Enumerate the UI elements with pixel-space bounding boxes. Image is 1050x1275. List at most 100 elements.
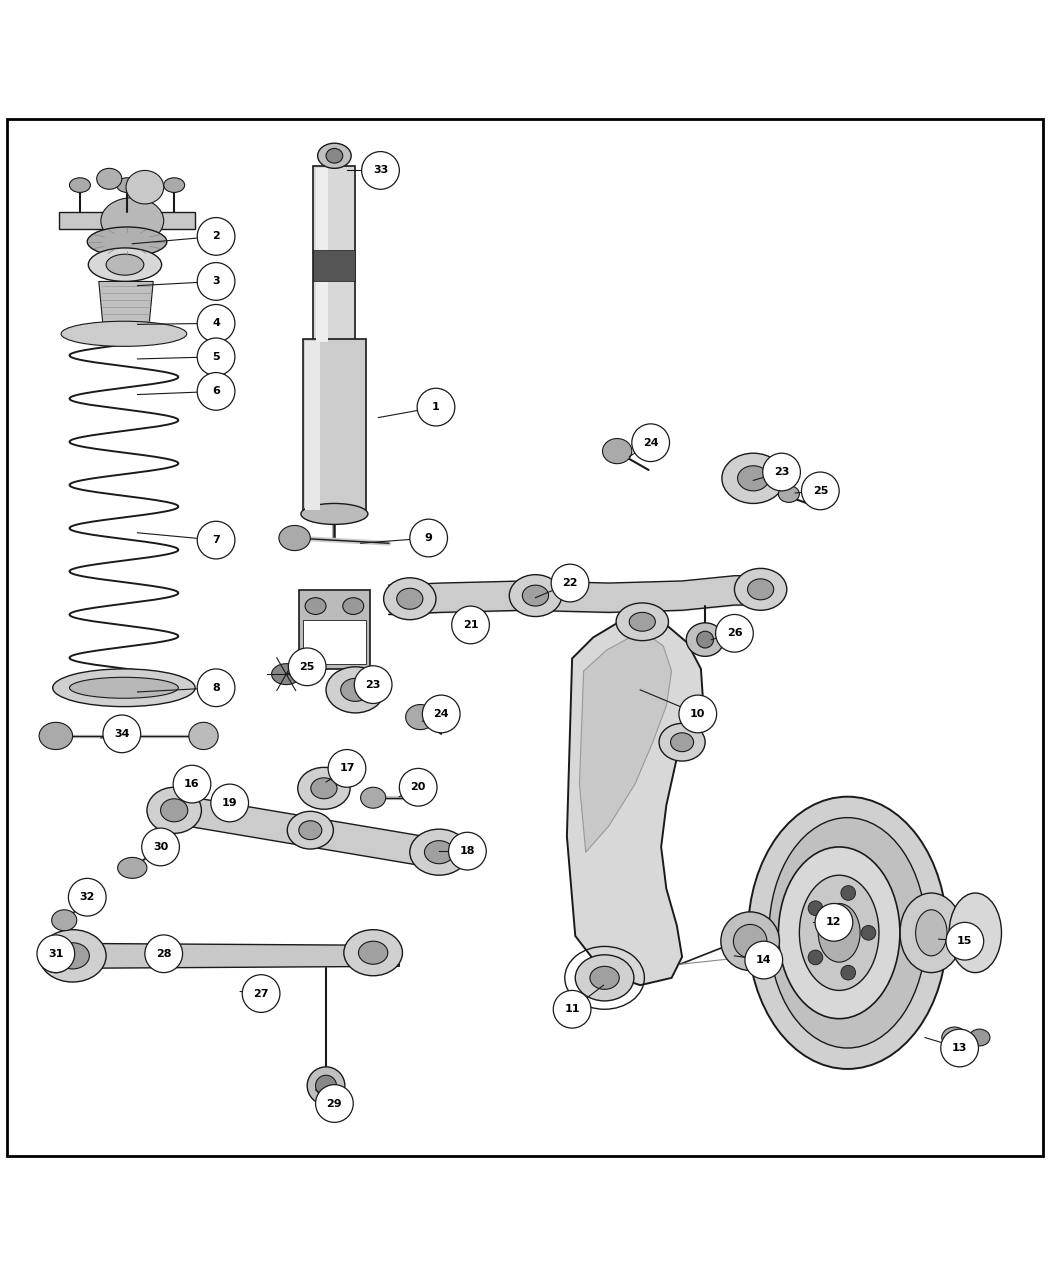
Ellipse shape: [327, 148, 342, 163]
Circle shape: [762, 453, 800, 491]
Ellipse shape: [39, 929, 106, 982]
Text: 5: 5: [212, 352, 219, 362]
Circle shape: [448, 833, 486, 870]
Text: 25: 25: [299, 662, 315, 672]
Ellipse shape: [397, 588, 423, 609]
Ellipse shape: [969, 1029, 990, 1045]
Circle shape: [452, 606, 489, 644]
Polygon shape: [167, 794, 439, 868]
Ellipse shape: [424, 840, 454, 863]
Polygon shape: [51, 944, 399, 969]
Circle shape: [354, 666, 392, 704]
Circle shape: [173, 765, 211, 803]
Bar: [306, 342, 320, 510]
Text: 18: 18: [460, 847, 476, 856]
Text: 4: 4: [212, 319, 220, 329]
Ellipse shape: [509, 575, 562, 617]
Circle shape: [841, 965, 856, 980]
Circle shape: [145, 935, 183, 973]
Ellipse shape: [118, 857, 147, 878]
Ellipse shape: [383, 578, 436, 620]
Circle shape: [197, 669, 235, 706]
Circle shape: [417, 389, 455, 426]
Ellipse shape: [311, 778, 337, 798]
Ellipse shape: [671, 733, 694, 752]
Text: 30: 30: [153, 842, 168, 852]
Ellipse shape: [778, 847, 900, 1019]
Ellipse shape: [748, 797, 947, 1068]
Text: 19: 19: [222, 798, 237, 808]
Ellipse shape: [523, 585, 548, 606]
Ellipse shape: [298, 768, 350, 810]
Text: 22: 22: [563, 578, 578, 588]
Circle shape: [422, 695, 460, 733]
Text: 23: 23: [774, 467, 790, 477]
Ellipse shape: [87, 227, 167, 256]
Ellipse shape: [360, 787, 385, 808]
Circle shape: [328, 750, 365, 787]
Ellipse shape: [106, 254, 144, 275]
Circle shape: [103, 715, 141, 752]
Circle shape: [808, 901, 823, 915]
Circle shape: [197, 521, 235, 558]
Text: 29: 29: [327, 1099, 342, 1108]
Ellipse shape: [900, 892, 963, 973]
Ellipse shape: [916, 910, 947, 956]
Text: 23: 23: [365, 680, 381, 690]
Ellipse shape: [405, 705, 435, 729]
Ellipse shape: [778, 486, 799, 502]
Circle shape: [197, 372, 235, 411]
Text: 16: 16: [184, 779, 200, 789]
Text: 11: 11: [565, 1005, 580, 1015]
Text: 25: 25: [813, 486, 828, 496]
Ellipse shape: [722, 453, 784, 504]
Circle shape: [551, 565, 589, 602]
Circle shape: [197, 218, 235, 255]
Circle shape: [941, 1029, 979, 1067]
Ellipse shape: [306, 598, 327, 615]
Ellipse shape: [327, 667, 384, 713]
Ellipse shape: [697, 631, 714, 648]
Circle shape: [553, 991, 591, 1028]
Bar: [303, 621, 365, 664]
Ellipse shape: [318, 143, 351, 168]
Ellipse shape: [590, 966, 619, 989]
Ellipse shape: [39, 723, 72, 750]
Ellipse shape: [161, 798, 188, 822]
Circle shape: [632, 423, 670, 462]
Bar: [299, 590, 370, 669]
Ellipse shape: [56, 942, 89, 969]
Ellipse shape: [51, 910, 77, 931]
Polygon shape: [580, 635, 672, 852]
Circle shape: [361, 152, 399, 189]
Ellipse shape: [575, 955, 634, 1001]
Ellipse shape: [629, 612, 655, 631]
Text: 24: 24: [434, 709, 449, 719]
Ellipse shape: [288, 811, 333, 849]
Ellipse shape: [603, 439, 632, 464]
Text: 12: 12: [826, 917, 842, 927]
Circle shape: [841, 886, 856, 900]
Text: 15: 15: [958, 936, 972, 946]
Ellipse shape: [733, 924, 766, 958]
Ellipse shape: [69, 677, 178, 699]
Text: 7: 7: [212, 536, 219, 546]
Circle shape: [399, 769, 437, 806]
Text: 21: 21: [463, 620, 479, 630]
Circle shape: [243, 974, 280, 1012]
Text: 32: 32: [80, 892, 94, 903]
Ellipse shape: [279, 525, 311, 551]
Ellipse shape: [949, 892, 1002, 973]
Circle shape: [808, 950, 823, 965]
Polygon shape: [99, 282, 153, 325]
Text: 1: 1: [433, 402, 440, 412]
Polygon shape: [567, 617, 704, 986]
Ellipse shape: [818, 904, 860, 963]
Circle shape: [801, 472, 839, 510]
Circle shape: [197, 263, 235, 301]
Ellipse shape: [316, 1075, 336, 1096]
Text: 2: 2: [212, 232, 219, 241]
Ellipse shape: [117, 177, 138, 193]
Text: 9: 9: [424, 533, 433, 543]
Ellipse shape: [126, 171, 164, 204]
